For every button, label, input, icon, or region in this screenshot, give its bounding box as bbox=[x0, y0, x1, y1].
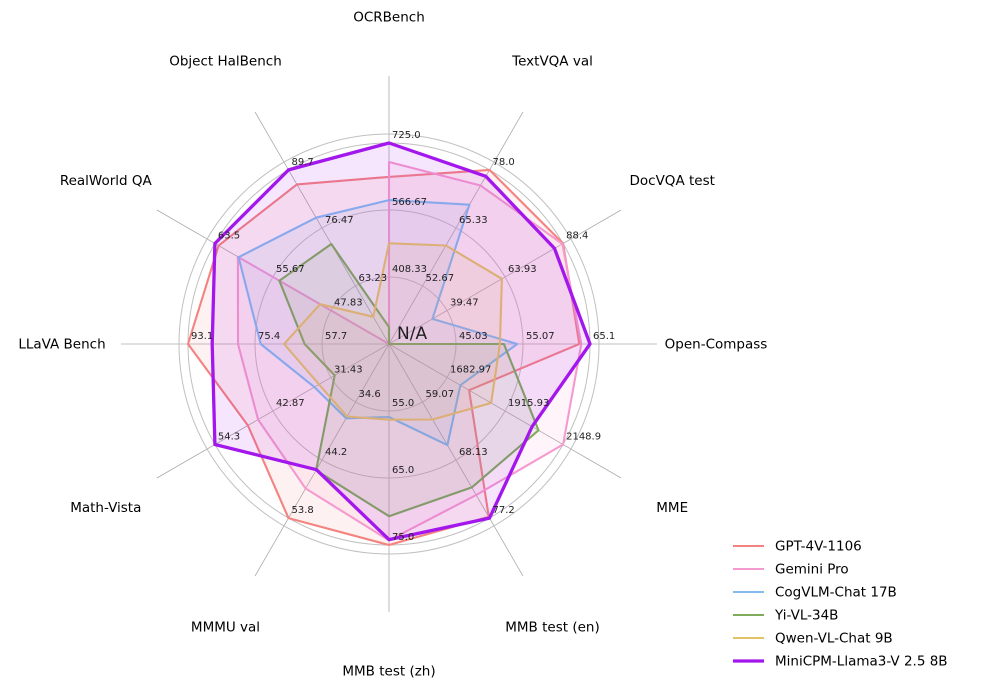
tick-label: 63.23 bbox=[359, 273, 388, 284]
legend-item-minicpm-llama3-v-2-5-8b: MiniCPM-Llama3-V 2.5 8B bbox=[733, 654, 948, 670]
tick-label: 89.7 bbox=[292, 157, 314, 168]
axis-title-object-halbench: Object HalBench bbox=[169, 53, 282, 69]
tick-label: 76.47 bbox=[325, 215, 354, 226]
tick-label: 34.6 bbox=[359, 389, 381, 400]
tick-label: 52.67 bbox=[426, 273, 455, 284]
tick-label: 1682.97 bbox=[450, 365, 491, 376]
tick-label: 2148.9 bbox=[566, 432, 601, 443]
tick-label: 65.1 bbox=[593, 331, 615, 342]
tick-label: 45.03 bbox=[459, 331, 488, 342]
tick-label: 78.0 bbox=[493, 157, 515, 168]
center-na-label: N/A bbox=[397, 324, 427, 344]
tick-label: 53.8 bbox=[292, 505, 314, 516]
legend-label: Qwen-VL-Chat 9B bbox=[775, 631, 893, 647]
tick-layer: 725.0 566.67 408.33 78.0 65.33 52.67 88.4 63.93… bbox=[191, 130, 615, 543]
tick-label: 75.0 bbox=[392, 532, 414, 543]
tick-label: 566.67 bbox=[392, 197, 427, 208]
tick-label: 75.4 bbox=[258, 331, 280, 342]
tick-label: 54.3 bbox=[218, 432, 240, 443]
tick-label: 408.33 bbox=[392, 264, 427, 275]
series-polygon-qwen-vl-chat-9b bbox=[283, 242, 503, 421]
tick-label: 31.43 bbox=[334, 365, 363, 376]
tick-label: 47.83 bbox=[334, 298, 363, 309]
grid-ring bbox=[178, 133, 600, 555]
legend-label: MiniCPM-Llama3-V 2.5 8B bbox=[775, 654, 948, 670]
tick-label: 68.13 bbox=[459, 447, 488, 458]
tick-label: 42.87 bbox=[276, 398, 305, 409]
tick-label: 39.47 bbox=[450, 298, 479, 309]
legend-label: GPT-4V-1106 bbox=[775, 539, 862, 555]
legend-item-cogvlm-chat-17b: CogVLM-Chat 17B bbox=[733, 585, 897, 601]
legend-label: CogVLM-Chat 17B bbox=[775, 585, 897, 601]
legend-item-gpt-4v-1106: GPT-4V-1106 bbox=[733, 539, 862, 555]
axis-title-mmb-test-en: MMB test (en) bbox=[505, 620, 599, 636]
legend-item-yi-vl-34b: Yi-VL-34B bbox=[733, 608, 838, 624]
series-polygon-yi-vl-34b bbox=[278, 242, 540, 518]
series-layer bbox=[186, 141, 592, 547]
axis-title-mmmu-val: MMMU val bbox=[191, 620, 260, 636]
tick-label: 725.0 bbox=[392, 130, 421, 141]
tick-label: 57.7 bbox=[325, 331, 347, 342]
axis-title-textvqa-val: TextVQA val bbox=[511, 53, 593, 69]
legend-item-gemini-pro: Gemini Pro bbox=[733, 562, 849, 578]
tick-label: 65.0 bbox=[392, 465, 414, 476]
axis-title-realworld-qa: RealWorld QA bbox=[60, 173, 153, 189]
axis-title-layer: OCRBench TextVQA val DocVQA test Open-Compa… bbox=[18, 10, 767, 680]
tick-label: 55.07 bbox=[526, 331, 555, 342]
tick-label: 88.4 bbox=[566, 231, 588, 242]
tick-label: 65.33 bbox=[459, 215, 488, 226]
tick-label: 77.2 bbox=[493, 505, 515, 516]
axis-title-ocrbench: OCRBench bbox=[353, 10, 425, 26]
tick-label: 63.5 bbox=[218, 231, 240, 242]
axis-title-mme: MME bbox=[656, 500, 688, 516]
tick-label: 59.07 bbox=[426, 389, 455, 400]
axis-title-open-compass: Open-Compass bbox=[665, 337, 768, 353]
axis-title-llava-bench: LLaVA Bench bbox=[18, 337, 105, 353]
axis-title-docvqa-test: DocVQA test bbox=[630, 173, 715, 189]
legend: GPT-4V-1106 Gemini Pro CogVLM-Chat 17B Yi-V… bbox=[733, 539, 948, 670]
tick-label: 44.2 bbox=[325, 447, 347, 458]
tick-label: 1915.93 bbox=[508, 398, 549, 409]
tick-label: 63.93 bbox=[508, 264, 537, 275]
axis-title-mmb-test-zh: MMB test (zh) bbox=[342, 664, 435, 680]
series-polygon-minicpm-llama3-v-2-5-8b bbox=[210, 141, 592, 542]
tick-label: 55.0 bbox=[392, 398, 414, 409]
axis-title-math-vista: Math-Vista bbox=[70, 500, 141, 516]
tick-label: 55.67 bbox=[276, 264, 305, 275]
tick-label: 93.1 bbox=[191, 331, 213, 342]
legend-label: Yi-VL-34B bbox=[774, 608, 838, 624]
legend-label: Gemini Pro bbox=[775, 562, 849, 578]
legend-item-qwen-vl-chat-9b: Qwen-VL-Chat 9B bbox=[733, 631, 893, 647]
